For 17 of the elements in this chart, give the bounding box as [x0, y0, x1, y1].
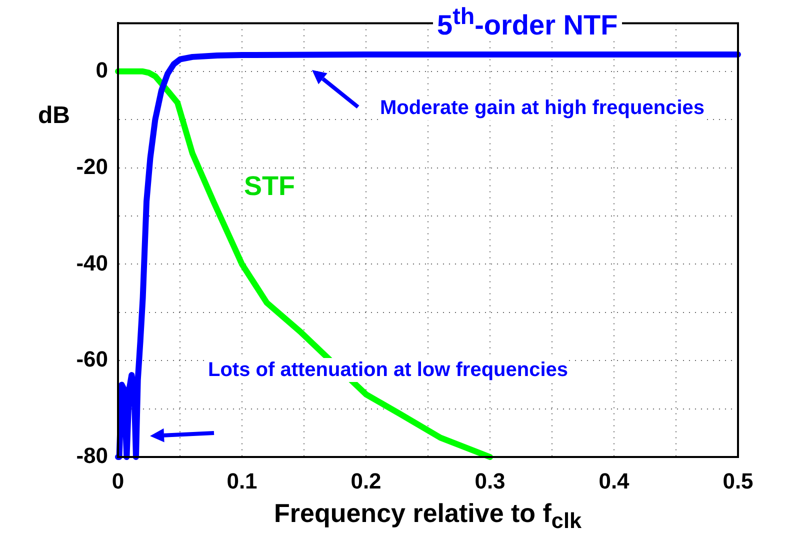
x-axis-title: Frequency relative to f$_{clk}$: [274, 498, 582, 534]
x-tick-label: 0.1: [226, 468, 258, 494]
y-tick-label: 0: [96, 57, 108, 82]
series-label: 5$^{th}$-order NTF: [433, 3, 622, 40]
x-tick-label: 0.3: [474, 468, 506, 494]
y-tick-label: -60: [76, 346, 108, 372]
y-axis-title: dB: [38, 102, 70, 129]
y-tick-label: -20: [76, 154, 108, 179]
x-tick-label: 0.4: [598, 468, 630, 494]
y-tick-label: -40: [76, 250, 108, 276]
annotation: Lots of attenuation at low frequencies: [208, 358, 568, 382]
x-tick-label: 0: [112, 468, 124, 494]
series-label: STF: [243, 171, 296, 201]
x-tick-label: 0.2: [350, 468, 382, 494]
annotation: Moderate gain at high frequencies: [380, 96, 705, 120]
x-tick-label: 0.5: [722, 468, 754, 494]
y-tick-label: -80: [76, 443, 108, 468]
